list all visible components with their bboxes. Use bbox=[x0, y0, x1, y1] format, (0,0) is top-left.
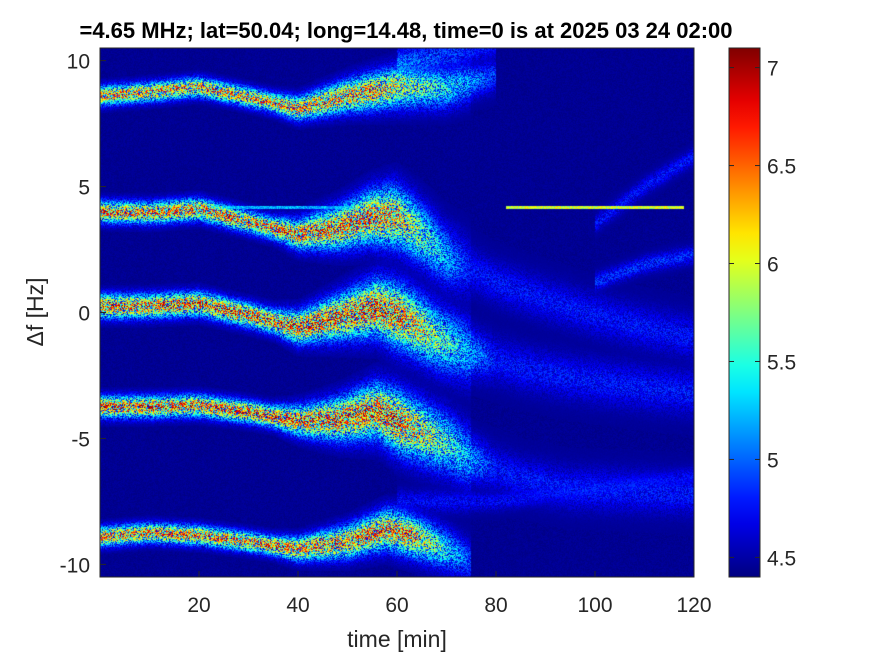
chart-title: =4.65 MHz; lat=50.04; long=14.48, time=0… bbox=[79, 18, 732, 43]
colorbar-ticks: 7 6.5 6 5.5 5 4.5 bbox=[729, 58, 796, 570]
x-tick-label: 60 bbox=[385, 594, 408, 617]
colorbar bbox=[728, 47, 761, 578]
x-tick-label: 40 bbox=[286, 594, 309, 617]
y-tick-label: 0 bbox=[78, 303, 90, 326]
colorbar-tick-label: 4.5 bbox=[767, 547, 796, 570]
y-tick-label: 10 bbox=[67, 51, 90, 74]
x-axis-label: time [min] bbox=[347, 626, 447, 652]
colorbar-tick-label: 5.5 bbox=[767, 351, 796, 374]
heatmap-canvas bbox=[100, 48, 694, 577]
y-tick-label: 5 bbox=[78, 177, 90, 200]
y-axis-ticks: 10 5 0 -5 -10 bbox=[60, 51, 106, 577]
colorbar-tick-label: 6 bbox=[767, 254, 779, 277]
colorbar-tick-label: 5 bbox=[767, 449, 779, 472]
colorbar-tick-label: 6.5 bbox=[767, 156, 796, 179]
heatmap-area bbox=[100, 48, 694, 577]
colorbar-tick-label: 7 bbox=[767, 58, 779, 81]
y-tick-label: -10 bbox=[60, 554, 90, 577]
y-tick-label: -5 bbox=[71, 428, 90, 451]
x-axis-ticks: 20 40 60 80 100 120 bbox=[187, 571, 712, 617]
x-tick-label: 20 bbox=[187, 594, 210, 617]
x-tick-label: 80 bbox=[484, 594, 507, 617]
x-tick-label: 120 bbox=[676, 594, 711, 617]
y-axis-label: Δf [Hz] bbox=[22, 277, 48, 346]
x-tick-label: 100 bbox=[577, 594, 612, 617]
